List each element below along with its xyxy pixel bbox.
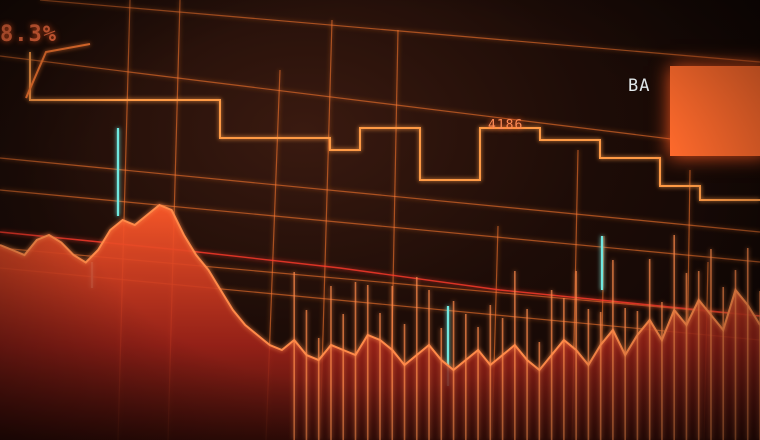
panel-title: BA [628, 76, 650, 96]
orange-panel-block [670, 66, 760, 156]
mid-value-label: 4186 [488, 118, 524, 133]
panel-title-prefix: BA [628, 76, 651, 96]
percent-label: 8.3% [0, 22, 57, 47]
title-panel: BA [618, 66, 760, 156]
bracket-line [25, 43, 91, 99]
